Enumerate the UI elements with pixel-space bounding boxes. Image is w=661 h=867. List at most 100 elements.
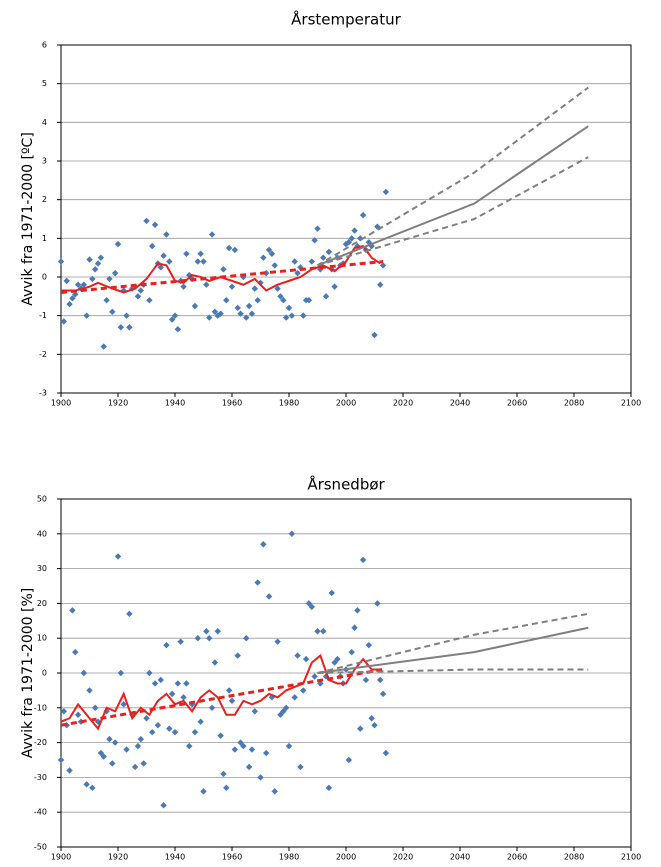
data-point: [220, 770, 227, 778]
data-point: [194, 258, 201, 265]
data-point: [374, 600, 381, 607]
data-point: [282, 314, 290, 321]
data-point: [223, 784, 230, 792]
line: [60, 653, 381, 731]
data-point: [171, 728, 179, 736]
data-point: [151, 221, 159, 228]
x-tick-label: 1920: [108, 399, 128, 408]
data-point: [365, 641, 372, 649]
data-point: [83, 781, 90, 788]
data-point: [146, 669, 153, 677]
data-point: [177, 638, 184, 645]
y-tick-label: 30: [37, 564, 47, 573]
data-point: [254, 297, 261, 304]
data-point: [109, 308, 116, 315]
data-point: [100, 343, 107, 350]
data-point: [348, 648, 355, 656]
data-point: [331, 283, 338, 290]
data-point: [94, 718, 102, 725]
data-point: [137, 735, 144, 743]
data-point: [234, 652, 241, 659]
data-point: [89, 784, 96, 792]
data-point: [92, 266, 99, 273]
data-point: [314, 225, 321, 232]
data-point: [277, 293, 284, 300]
data-point: [294, 269, 301, 277]
x-tick-label: 1980: [279, 853, 299, 862]
data-point: [245, 302, 253, 310]
data-point: [180, 283, 187, 290]
data-point: [211, 659, 219, 666]
data-point: [60, 708, 68, 715]
y-tick-label: 5: [42, 79, 47, 88]
data-point: [149, 728, 156, 736]
data-point: [114, 553, 122, 560]
data-point: [245, 763, 253, 771]
data-point: [351, 624, 358, 631]
data-point: [248, 746, 256, 753]
line: [60, 668, 384, 727]
data-point: [231, 246, 239, 254]
data-point: [285, 742, 293, 750]
data-point: [288, 530, 296, 537]
data-point: [223, 297, 230, 304]
data-point: [168, 316, 176, 323]
x-tick-label: 2000: [336, 853, 356, 862]
y-axis-label: Avvik fra 1971-2000 [%]: [20, 588, 36, 758]
data-point: [254, 579, 261, 586]
data-point: [228, 697, 236, 705]
y-tick-label: 6: [42, 41, 47, 50]
x-tick-label: 2020: [393, 399, 413, 408]
plot-frame: [60, 44, 632, 394]
data-point: [197, 250, 204, 257]
x-tick-label: 2100: [621, 399, 641, 408]
data-point: [109, 760, 116, 767]
data-point: [131, 763, 139, 771]
data-point: [103, 297, 110, 304]
data-point: [334, 655, 341, 663]
data-point: [317, 680, 324, 687]
data-point: [106, 735, 113, 743]
x-tick-label: 1940: [165, 399, 185, 408]
data-point: [57, 756, 65, 764]
plot-frame: [60, 498, 632, 848]
x-tick-label: 1960: [222, 853, 242, 862]
data-point: [354, 607, 361, 614]
data-point: [217, 732, 224, 739]
data-point: [72, 648, 79, 656]
data-point: [351, 227, 358, 234]
data-point: [382, 188, 390, 196]
data-point: [69, 295, 76, 302]
data-point: [168, 690, 176, 698]
x-tick-label: 1940: [165, 853, 185, 862]
data-point: [297, 763, 304, 771]
data-point: [291, 694, 298, 701]
data-point: [200, 788, 207, 795]
line: [317, 626, 589, 674]
data-point: [63, 277, 70, 285]
data-point: [345, 756, 353, 764]
data-point: [214, 628, 221, 635]
data-point: [166, 258, 173, 265]
data-point: [180, 694, 187, 701]
y-tick-label: 0: [42, 669, 47, 678]
data-point: [314, 628, 321, 635]
y-tick-label: -2: [39, 350, 47, 359]
data-point: [260, 541, 267, 548]
line: [317, 612, 589, 674]
data-point: [134, 742, 142, 750]
data-point: [300, 687, 307, 694]
data-point: [294, 652, 301, 659]
x-tick-label: 1920: [108, 853, 128, 862]
data-point: [94, 260, 102, 267]
data-point: [220, 266, 227, 273]
data-point: [72, 291, 79, 298]
data-point: [362, 676, 370, 684]
data-point: [117, 669, 125, 677]
data-point: [86, 256, 93, 263]
data-point: [211, 308, 219, 315]
data-point: [86, 687, 93, 694]
data-point: [174, 326, 182, 333]
x-tick-label: 1900: [51, 399, 71, 408]
data-point: [225, 244, 233, 252]
